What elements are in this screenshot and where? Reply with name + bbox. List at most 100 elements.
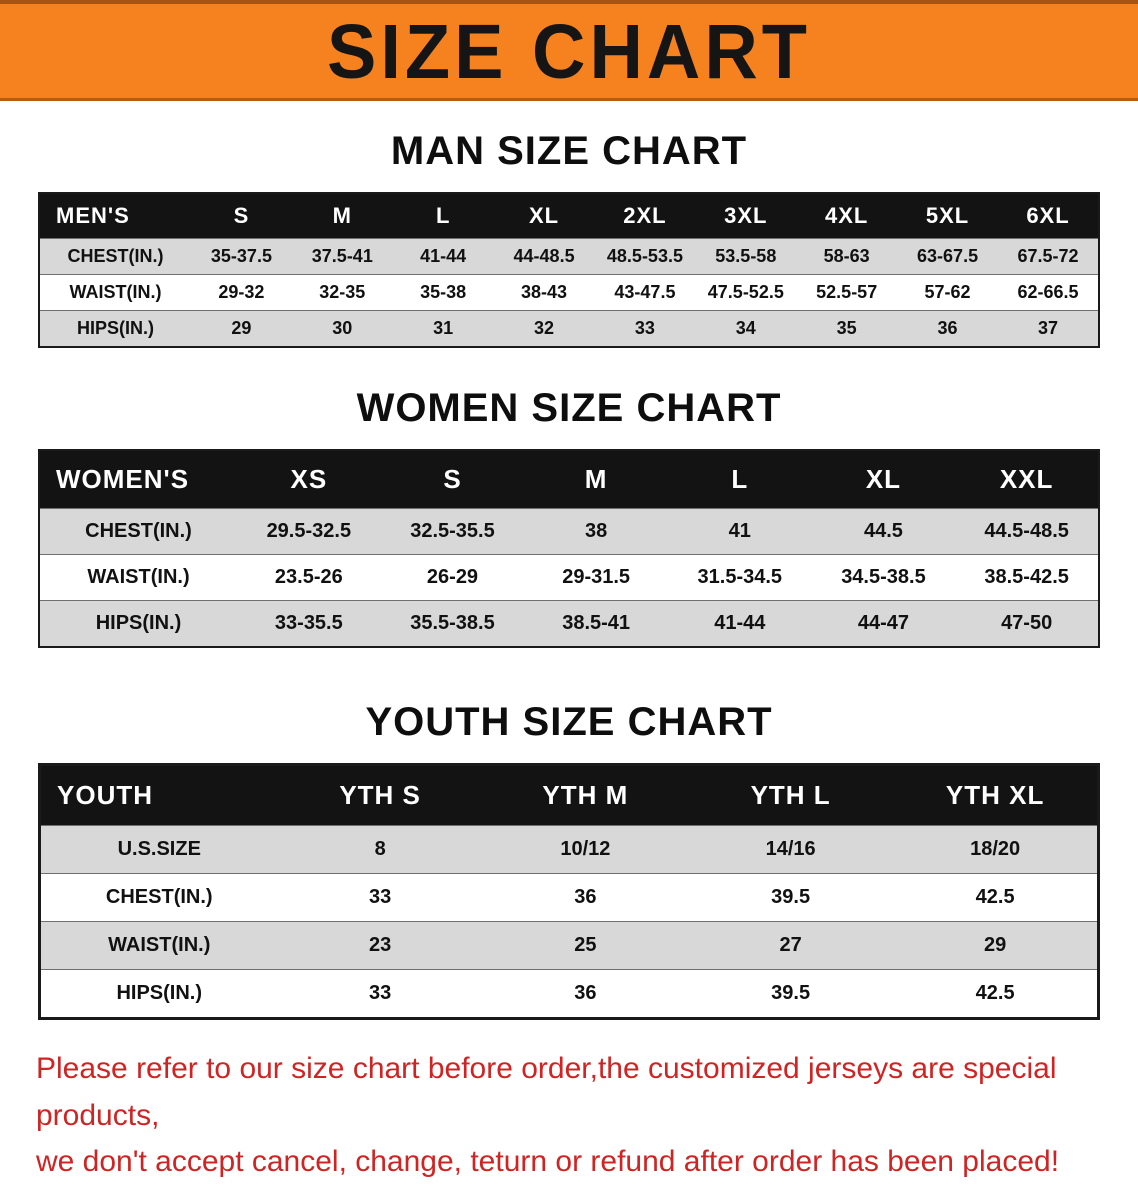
row-label-cell: CHEST(IN.) [85, 520, 192, 542]
men-section-heading: MAN SIZE CHART [390, 129, 748, 173]
measurement-value-cell: 41 [728, 520, 751, 542]
measurement-value-cell: 47-50 [1001, 612, 1053, 634]
measurement-value-cell: 29 [231, 318, 252, 338]
women-size-table: WOMEN'S XS S M L XL XXL CHEST(IN.) 29.5-32.5 32.5… [38, 449, 1100, 648]
disclaimer-line-2: we don't accept cancel, change, teturn o… [36, 1145, 1060, 1178]
measurement-value-cell: 63-67.5 [917, 246, 979, 266]
size-column-header: YTH S [277, 764, 483, 826]
measurement-value-cell: 48.5-53.5 [606, 246, 683, 266]
measurement-value-cell: 58-63 [823, 246, 870, 266]
measurement-value-cell: 27 [779, 934, 802, 956]
measurement-value-cell: 14/16 [765, 838, 816, 860]
banner: SIZE CHART [0, 0, 1138, 101]
measurement-row: HIPS(IN.) 29 30 31 32 33 34 35 36 37 [39, 310, 1099, 347]
size-column-header: 5XL [897, 193, 998, 239]
men-size-section: MAN SIZE CHART MEN'S S M L XL 2XL 3XL 4XL 5XL 6XL… [0, 129, 1138, 348]
measurement-value-cell: 35-37.5 [210, 246, 272, 266]
row-label-cell: HIPS(IN.) [76, 318, 154, 338]
table-title-cell: YOUTH [39, 764, 278, 826]
measurement-value-cell: 32 [534, 318, 555, 338]
size-column-header: XS [237, 450, 381, 509]
measurement-value-cell: 47.5-52.5 [707, 282, 784, 302]
measurement-value-cell: 18/20 [970, 838, 1021, 860]
measurement-value-cell: 35 [836, 318, 857, 338]
banner-title: SIZE CHART [327, 7, 811, 95]
measurement-value-cell: 41-44 [420, 246, 467, 266]
measurement-value-cell: 31 [433, 318, 454, 338]
size-column-header: YTH M [482, 764, 688, 826]
size-column-header: 3XL [695, 193, 797, 239]
measurement-value-cell: 30 [332, 318, 353, 338]
measurement-value-cell: 52.5-57 [816, 282, 878, 302]
measurement-row: HIPS(IN.) 33-35.5 35.5-38.5 38.5-41 41-44 44-… [39, 600, 1099, 647]
measurement-value-cell: 25 [574, 934, 597, 956]
size-column-header: 2XL [594, 193, 696, 239]
measurement-value-cell: 37 [1037, 318, 1059, 338]
size-column-header: S [191, 193, 292, 239]
measurement-value-cell: 36 [937, 318, 958, 338]
row-label-cell: U.S.SIZE [117, 838, 201, 860]
youth-section-heading: YOUTH SIZE CHART [365, 700, 773, 744]
size-column-header: L [667, 450, 812, 509]
measurement-value-cell: 44.5-48.5 [984, 520, 1069, 542]
measurement-row: WAIST(IN.) 29-32 32-35 35-38 38-43 43-47.5 47.… [39, 274, 1099, 311]
size-column-header: M [524, 450, 668, 509]
measurement-value-cell: 33-35.5 [274, 612, 343, 634]
women-size-section: WOMEN SIZE CHART WOMEN'S XS S M L XL XXL CHEST(… [0, 386, 1138, 648]
size-column-header: L [392, 193, 494, 239]
men-size-table: MEN'S S M L XL 2XL 3XL 4XL 5XL 6XL CHEST(IN.) 35-37… [38, 192, 1100, 348]
measurement-value-cell: 38.5-42.5 [984, 566, 1069, 588]
measurement-row: HIPS(IN.) 33 36 39.5 42.5 [39, 969, 1099, 1019]
measurement-value-cell: 34.5-38.5 [841, 566, 926, 588]
row-label-cell: CHEST(IN.) [105, 886, 213, 908]
measurement-value-cell: 29-31.5 [562, 566, 631, 588]
measurement-value-cell: 39.5 [771, 886, 811, 908]
measurement-value-cell: 36 [574, 982, 597, 1004]
measurement-value-cell: 29 [984, 934, 1007, 956]
measurement-row: CHEST(IN.) 29.5-32.5 32.5-35.5 38 41 44.5 44.5… [39, 508, 1099, 555]
measurement-value-cell: 62-66.5 [1017, 282, 1079, 302]
measurement-value-cell: 43-47.5 [614, 282, 676, 302]
measurement-row: CHEST(IN.) 33 36 39.5 42.5 [39, 873, 1099, 922]
measurement-value-cell: 38 [585, 520, 608, 542]
table-title-cell: MEN'S [39, 193, 191, 239]
measurement-value-cell: 44.5 [863, 520, 903, 542]
row-label-cell: WAIST(IN.) [108, 934, 211, 956]
measurement-value-cell: 8 [374, 838, 386, 860]
measurement-value-cell: 41-44 [714, 612, 766, 634]
measurement-value-cell: 34 [735, 318, 756, 338]
table-header-row: WOMEN'S XS S M L XL XXL [39, 450, 1099, 509]
measurement-value-cell: 53.5-58 [715, 246, 777, 266]
measurement-value-cell: 35-38 [420, 282, 467, 302]
size-column-header: XL [493, 193, 595, 239]
measurement-row: CHEST(IN.) 35-37.5 37.5-41 41-44 44-48.5 48.5… [39, 238, 1099, 275]
women-section-heading: WOMEN SIZE CHART [356, 386, 782, 430]
measurement-value-cell: 37.5-41 [311, 246, 373, 266]
measurement-value-cell: 23 [369, 934, 392, 956]
measurement-value-cell: 57-62 [924, 282, 971, 302]
size-column-header: M [291, 193, 393, 239]
measurement-value-cell: 29.5-32.5 [266, 520, 352, 542]
measurement-value-cell: 10/12 [560, 838, 611, 860]
size-column-header: 4XL [796, 193, 898, 239]
measurement-value-cell: 33 [634, 318, 655, 338]
table-header-row: YOUTH YTH S YTH M YTH L YTH XL [39, 764, 1099, 826]
measurement-value-cell: 38-43 [521, 282, 568, 302]
measurement-value-cell: 42.5 [975, 886, 1015, 908]
measurement-row: U.S.SIZE 8 10/12 14/16 18/20 [39, 825, 1099, 874]
measurement-value-cell: 32.5-35.5 [410, 520, 495, 542]
size-column-header: 6XL [998, 193, 1099, 239]
measurement-value-cell: 42.5 [975, 982, 1015, 1004]
disclaimer: Please refer to our size chart before or… [0, 1046, 1138, 1186]
youth-size-section: YOUTH SIZE CHART YOUTH YTH S YTH M YTH L YTH… [0, 700, 1138, 1020]
row-label-cell: WAIST(IN.) [87, 566, 190, 588]
measurement-value-cell: 23.5-26 [274, 566, 343, 588]
table-header-row: MEN'S S M L XL 2XL 3XL 4XL 5XL 6XL [39, 193, 1099, 239]
measurement-value-cell: 38.5-41 [562, 612, 631, 634]
measurement-value-cell: 31.5-34.5 [697, 566, 783, 588]
size-column-header: YTH L [688, 764, 894, 826]
measurement-value-cell: 32-35 [319, 282, 366, 302]
measurement-value-cell: 33 [369, 886, 392, 908]
measurement-value-cell: 44-47 [857, 612, 910, 634]
